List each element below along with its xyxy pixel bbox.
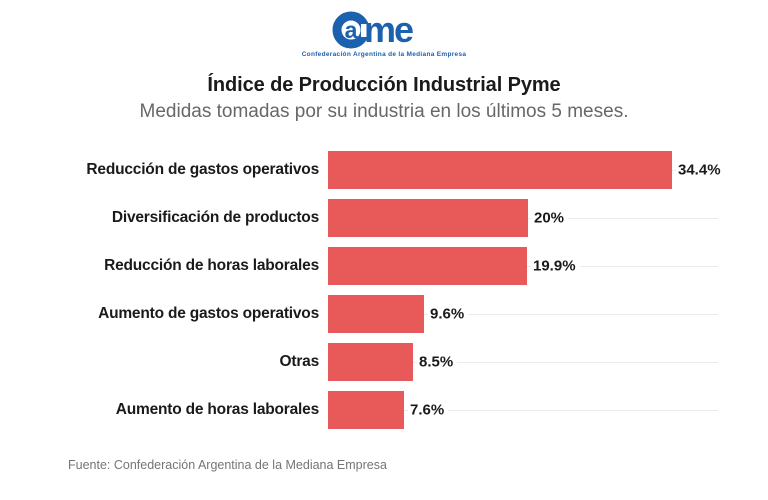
bar-value-label: 20%	[532, 208, 569, 228]
chart-subtitle: Medidas tomadas por su industria en los …	[139, 101, 629, 122]
chart-row: Diversificación de productos 20%	[0, 194, 768, 242]
bar-chart: Reducción de gastos operativos 34.4% Div…	[0, 146, 768, 434]
bar-area: 34.4%	[328, 146, 768, 194]
bar-value-label: 34.4%	[676, 160, 725, 180]
bar-category-label: Otras	[279, 353, 320, 370]
bar	[328, 247, 527, 285]
bar	[328, 343, 413, 381]
bar-value-label: 9.6%	[428, 304, 469, 324]
bar	[328, 151, 672, 189]
bar-value-label: 19.9%	[531, 256, 580, 276]
came-logo: a me Confederación Argentina de la Media…	[0, 9, 768, 59]
row-guide-line	[328, 362, 718, 363]
chart-row: Aumento de horas laborales 7.6%	[0, 386, 768, 434]
row-guide-line	[328, 314, 718, 315]
bar-area: 20%	[328, 194, 768, 242]
svg-text:a: a	[345, 17, 358, 43]
bar-area: 7.6%	[328, 386, 768, 434]
chart-header: a me Confederación Argentina de la Media…	[0, 0, 768, 124]
bar-area: 9.6%	[328, 290, 768, 338]
bar-category-label: Aumento de gastos operativos	[98, 305, 319, 322]
bar-category-label: Reducción de gastos operativos	[86, 161, 319, 178]
chart-title: Índice de Producción Industrial Pyme	[207, 74, 561, 96]
chart-row: Aumento de gastos operativos 9.6%	[0, 290, 768, 338]
bar	[328, 295, 424, 333]
bar-category-label: Reducción de horas laborales	[104, 257, 319, 274]
logo-tagline: Confederación Argentina de la Mediana Em…	[301, 51, 467, 58]
bar-category-label: Aumento de horas laborales	[115, 401, 319, 418]
bar	[328, 391, 404, 429]
bar-value-label: 7.6%	[408, 400, 449, 420]
bar-area: 8.5%	[328, 338, 768, 386]
chart-row: Otras 8.5%	[0, 338, 768, 386]
bar-category-label: Diversificación de productos	[111, 209, 319, 226]
bar-area: 19.9%	[328, 242, 768, 290]
source-note: Fuente: Confederación Argentina de la Me…	[68, 458, 387, 472]
came-logo-icon: a me	[332, 9, 415, 49]
chart-row: Reducción de gastos operativos 34.4%	[0, 146, 768, 194]
svg-text:me: me	[364, 9, 413, 49]
bar	[328, 199, 528, 237]
bar-value-label: 8.5%	[417, 352, 458, 372]
row-guide-line	[328, 410, 718, 411]
chart-row: Reducción de horas laborales 19.9%	[0, 242, 768, 290]
